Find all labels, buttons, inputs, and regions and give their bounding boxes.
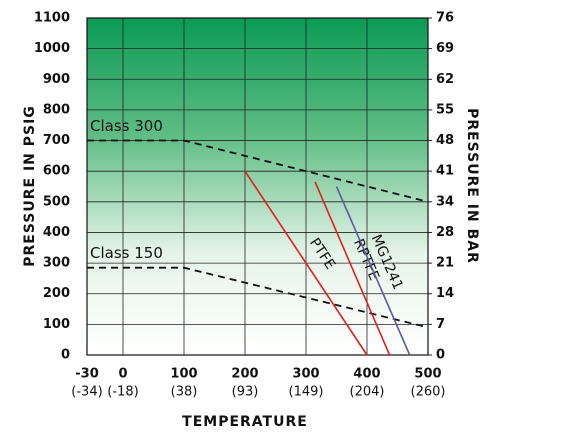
y2-tick-label: 34 (436, 194, 454, 209)
y2-tick-label: 7 (436, 317, 445, 332)
x-tick-label: 100 (170, 367, 197, 382)
series-line (314, 181, 391, 356)
y2-tick-label: 41 (436, 164, 454, 179)
y-tick-label: 800 (43, 102, 70, 117)
x-tick-label: 0 (118, 367, 127, 382)
series-label: Class 150 (90, 244, 163, 262)
plot-area (87, 18, 428, 355)
x-tick-sublabel: (38) (171, 385, 198, 400)
y-tick-label: 200 (43, 286, 70, 301)
series-line (87, 266, 429, 329)
x-tick-sublabel: (260) (411, 385, 446, 400)
y2-tick-label: 0 (436, 348, 445, 363)
y2-tick-label: 62 (436, 72, 454, 87)
series-line (244, 170, 368, 356)
x-tick-label: 500 (414, 367, 441, 382)
x-tick-label: 300 (292, 367, 319, 382)
series-line (87, 139, 429, 203)
y-tick-label: 0 (61, 348, 70, 363)
x-tick-label: 200 (231, 367, 258, 382)
y2-tick-label: 14 (436, 286, 454, 301)
x-tick-sublabel: (-18) (107, 385, 138, 400)
x-tick-sublabel: (93) (232, 385, 259, 400)
y2-tick-label: 69 (436, 41, 454, 56)
y-tick-label: 300 (43, 256, 70, 271)
y2-tick-label: 48 (436, 133, 454, 148)
x-tick-label: 400 (353, 367, 380, 382)
y-tick-label: 700 (43, 133, 70, 148)
y2-tick-label: 28 (436, 225, 454, 240)
series-label: Class 300 (90, 117, 163, 135)
y-tick-label: 900 (43, 72, 70, 87)
plot-border (86, 17, 429, 356)
x-tick-sublabel: (-34) (71, 385, 102, 400)
y2-tick-label: 21 (436, 256, 454, 271)
y-tick-label: 500 (43, 194, 70, 209)
y-axis-label: PRESSURE IN PSIG (22, 105, 38, 267)
y-tick-label: 400 (43, 225, 70, 240)
series-line (335, 186, 411, 356)
y2-axis-label: PRESSURE IN BAR (464, 108, 480, 264)
y2-tick-label: 76 (436, 11, 454, 26)
x-tick-sublabel: (149) (289, 385, 324, 400)
y-tick-label: 1100 (34, 11, 70, 26)
x-tick-sublabel: (204) (350, 385, 385, 400)
x-tick-label: -30 (75, 367, 99, 382)
y-tick-label: 600 (43, 164, 70, 179)
y2-tick-label: 55 (436, 102, 454, 117)
y-tick-label: 1000 (34, 41, 70, 56)
y-tick-label: 100 (43, 317, 70, 332)
x-axis-label: TEMPERATURE (182, 414, 308, 430)
